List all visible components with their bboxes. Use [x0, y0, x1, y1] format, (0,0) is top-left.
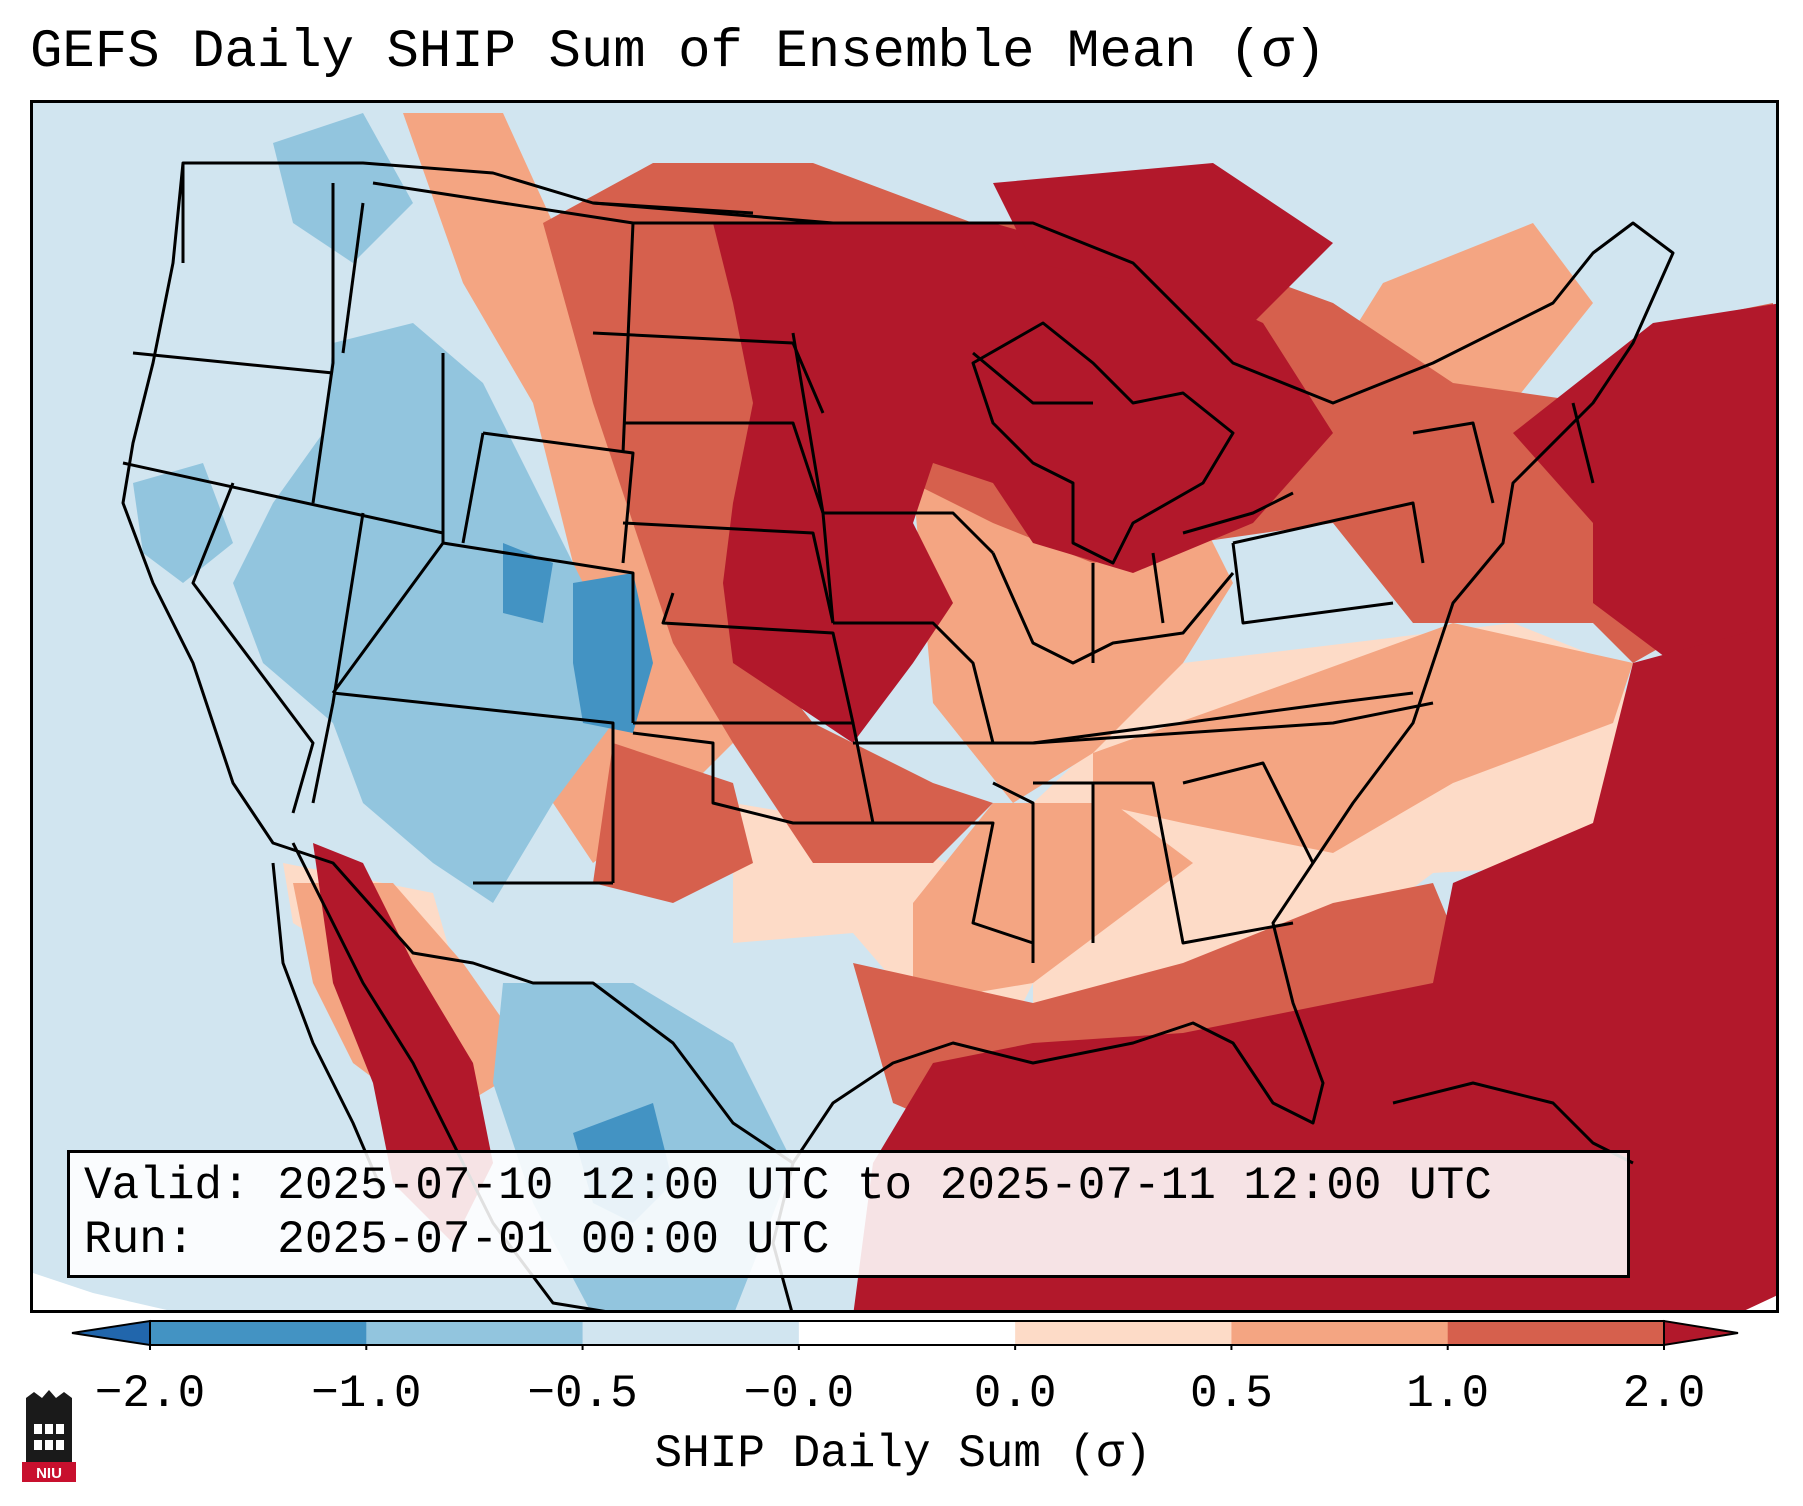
colorbar-label: SHIP Daily Sum (σ)	[654, 1428, 1152, 1480]
colorbar-tick-label: −0.0	[743, 1368, 855, 1420]
baja-coast	[271, 862, 385, 1194]
info-box: Valid: 2025-07-10 12:00 UTC to 2025-07-1…	[67, 1150, 1630, 1278]
field-region	[313, 843, 493, 1243]
state-line	[972, 351, 1093, 405]
state-line	[1412, 421, 1495, 504]
colorbar-tick-label: 0.5	[1190, 1368, 1273, 1420]
colorbar-bin	[1447, 1321, 1665, 1345]
chart-title: GEFS Daily SHIP Sum of Ensemble Mean (σ)	[30, 22, 1327, 83]
state-line	[592, 331, 825, 414]
state-line	[661, 592, 855, 724]
valid-label: Valid:	[84, 1160, 250, 1212]
colorbar-tick-label: 2.0	[1622, 1368, 1706, 1420]
state-line	[341, 202, 365, 354]
colorbar-tick-label: 0.0	[973, 1368, 1057, 1420]
state-line	[791, 332, 835, 624]
colorbar-bin	[582, 1321, 800, 1345]
colorbar-extend-min	[71, 1319, 151, 1347]
state-line	[482, 431, 635, 564]
state-line	[311, 183, 335, 504]
map-frame	[30, 100, 1779, 1313]
mexico-coast	[291, 842, 606, 1310]
state-line	[1232, 501, 1425, 564]
state-line	[633, 721, 875, 824]
colorbar-bin	[150, 1321, 367, 1345]
colorbar-bin	[1231, 1321, 1449, 1345]
colorbar-border	[149, 1320, 1665, 1346]
colorbar-extend-max	[1663, 1319, 1739, 1347]
state-line	[1571, 402, 1595, 484]
state-line	[632, 731, 873, 825]
colorbar-tick-label: −2.0	[94, 1368, 206, 1420]
field-region	[273, 113, 413, 263]
logo-text: NIU	[36, 1465, 62, 1482]
off-domain-area	[1745, 1295, 1776, 1310]
colorbar-bin	[366, 1321, 584, 1345]
state-line	[1182, 761, 1315, 864]
map-canvas	[33, 113, 1776, 1310]
state-line	[332, 691, 615, 883]
run-label: Run:	[84, 1214, 195, 1266]
field-region	[913, 803, 1193, 1003]
cuba-coast	[1392, 1081, 1634, 1165]
state-line	[1231, 542, 1394, 625]
state-line	[442, 541, 635, 723]
field-region	[233, 323, 613, 903]
field-region	[713, 223, 1333, 743]
field-layer-extreme-pos	[313, 163, 1776, 1310]
state-line	[873, 821, 1034, 945]
state-line	[132, 351, 334, 375]
colorbar	[71, 1319, 1739, 1350]
university-logo-icon: NIU	[22, 1390, 76, 1482]
state-borders	[121, 161, 1675, 1310]
field-region	[1513, 303, 1776, 663]
colorbar-tick-label: −1.0	[311, 1368, 422, 1420]
state-line	[823, 511, 995, 555]
state-line	[122, 461, 444, 535]
state-line	[622, 521, 835, 624]
colorbar-bin	[798, 1321, 1016, 1345]
field-region	[503, 543, 553, 623]
field-region	[133, 463, 233, 583]
state-line	[833, 621, 995, 744]
great-lakes	[1182, 491, 1294, 535]
state-line	[1151, 552, 1165, 624]
field-region	[993, 163, 1333, 323]
off-domain-area	[33, 1273, 167, 1310]
great-lakes	[971, 321, 1235, 565]
field-region	[403, 113, 733, 863]
state-line	[623, 421, 825, 514]
us-outline	[121, 161, 1675, 1165]
state-line	[461, 432, 485, 544]
colorbar-tick-label: −0.5	[527, 1368, 638, 1420]
state-line	[191, 482, 315, 814]
valid-value: 2025-07-10 12:00 UTC to 2025-07-11 12:00…	[277, 1160, 1492, 1212]
state-line	[592, 201, 754, 215]
field-region	[593, 743, 753, 903]
field-region	[853, 624, 1776, 1310]
field-region	[1093, 623, 1633, 853]
colorbar-bin	[1015, 1321, 1232, 1345]
state-line	[621, 222, 635, 454]
state-line	[1032, 701, 1434, 745]
state-line	[311, 512, 365, 804]
state-line	[992, 781, 1035, 963]
state-line	[1093, 781, 1294, 945]
colorbar-tick-label: 1.0	[1406, 1368, 1490, 1420]
run-value: 2025-07-01 00:00 UTC	[277, 1214, 830, 1266]
